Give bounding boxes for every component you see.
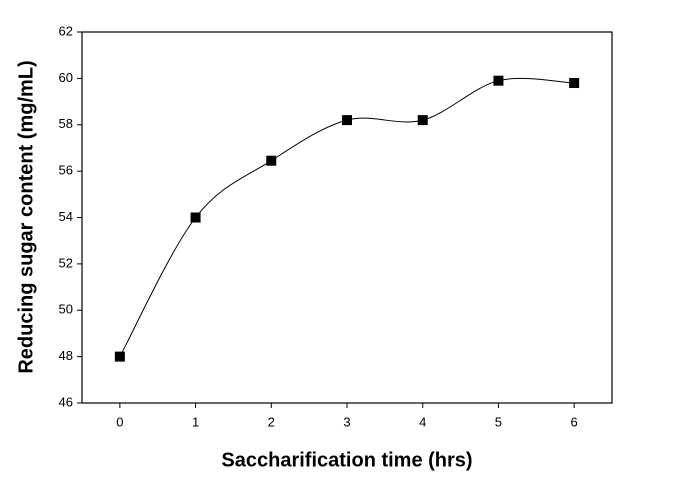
y-tick-label: 48 bbox=[59, 348, 73, 363]
marker bbox=[266, 155, 277, 166]
plot-frame bbox=[81, 31, 613, 404]
x-tick-label: 1 bbox=[192, 414, 199, 429]
x-tick-label: 4 bbox=[419, 414, 426, 429]
y-tick-label: 54 bbox=[59, 209, 73, 224]
y-tick-label: 46 bbox=[59, 394, 73, 409]
y-tick-label: 60 bbox=[59, 70, 73, 85]
x-tick-label: 6 bbox=[571, 414, 578, 429]
x-tick-label: 3 bbox=[343, 414, 350, 429]
y-tick-label: 58 bbox=[59, 116, 73, 131]
y-tick-label: 52 bbox=[59, 255, 73, 270]
marker bbox=[190, 212, 201, 223]
x-tick-label: 2 bbox=[268, 414, 275, 429]
marker bbox=[114, 351, 125, 362]
y-tick-label: 62 bbox=[59, 23, 73, 38]
marker bbox=[493, 75, 504, 86]
marker bbox=[417, 115, 428, 126]
marker bbox=[569, 78, 580, 89]
y-axis-label: Reducing sugar content (mg/mL) bbox=[15, 60, 37, 373]
x-tick-label: 5 bbox=[495, 414, 502, 429]
x-axis-label: Saccharification time (hrs) bbox=[221, 449, 472, 471]
y-tick-label: 50 bbox=[59, 302, 73, 317]
y-tick-label: 56 bbox=[59, 163, 73, 178]
marker bbox=[342, 115, 352, 126]
x-tick-label: 0 bbox=[116, 414, 123, 429]
